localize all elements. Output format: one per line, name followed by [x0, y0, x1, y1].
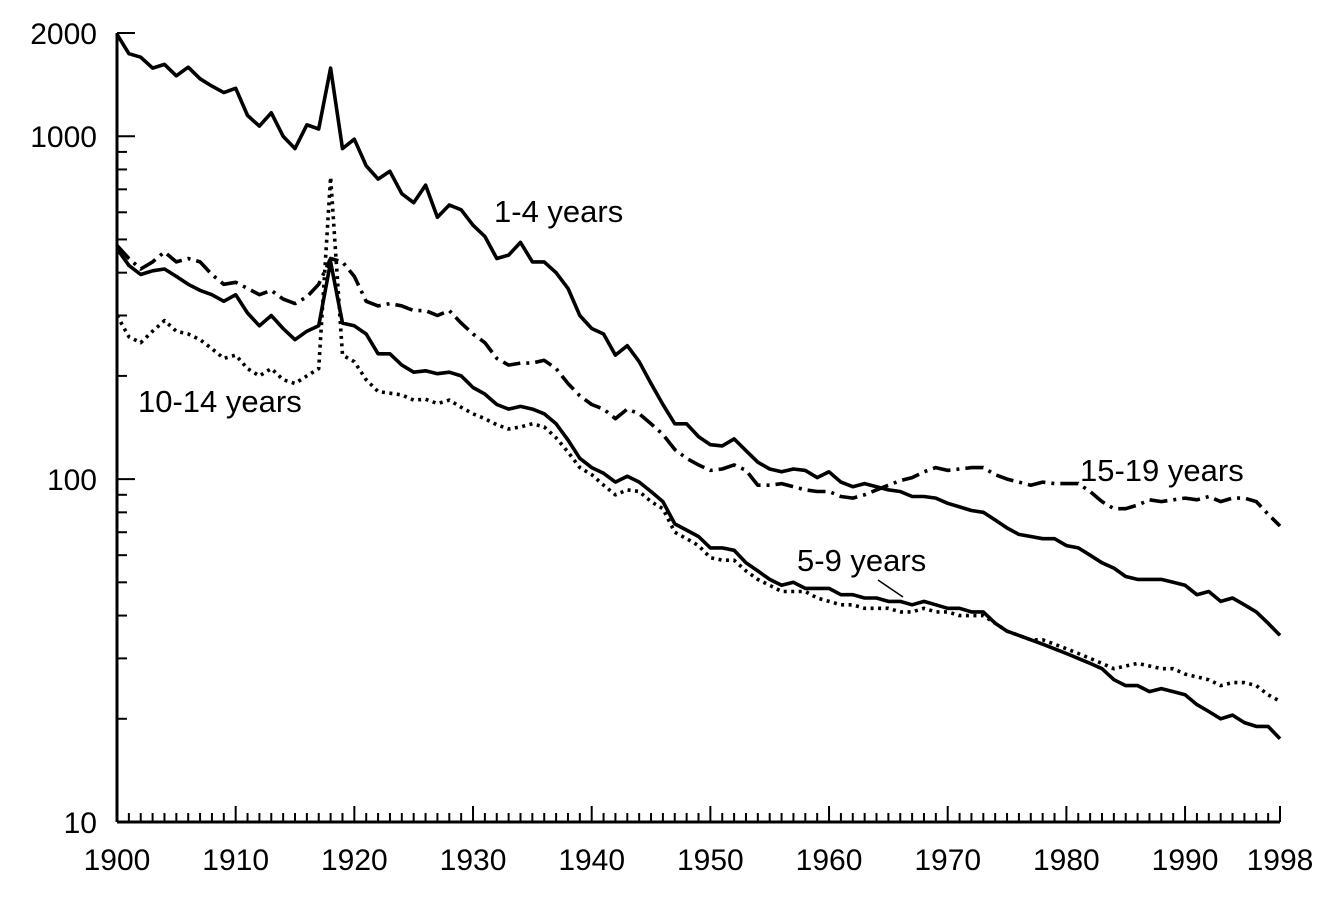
series-line-15-19-years	[115, 244, 1282, 528]
annotation-leader-5-9-years	[877, 579, 904, 598]
series-label-10-14-years: 10-14 years	[138, 384, 302, 419]
y-tick-label: 10	[64, 807, 97, 840]
x-tick-label: 1980	[1033, 844, 1100, 877]
ticks-layer	[116, 32, 1281, 823]
series-layer	[115, 33, 1282, 740]
x-tick-label: 1910	[202, 844, 269, 877]
x-tick-label: 1960	[796, 844, 863, 877]
x-tick-label: 1940	[558, 844, 625, 877]
axes-layer	[115, 33, 1280, 824]
series-label-15-19-years: 15-19 years	[1080, 453, 1244, 488]
labels-layer: 1900 1910 1920 1930 1940 1950 1960 1970 1980 1990…	[30, 18, 1313, 877]
y-tick-label: 2000	[30, 18, 97, 51]
x-tick-label: 1990	[1152, 844, 1219, 877]
x-tick-label: 1970	[914, 844, 981, 877]
x-tick-label: 1920	[321, 844, 388, 877]
annotation-layer: 1-4 years 5-9 years 10-14 years 15-19 years	[138, 194, 1244, 598]
series-line-1-4-years	[115, 33, 1282, 637]
y-tick-label: 1000	[30, 121, 97, 154]
x-tick-label: 1998	[1247, 844, 1314, 877]
series-label-5-9-years: 5-9 years	[797, 543, 926, 578]
series-line-5-9-years	[115, 247, 1282, 740]
x-tick-label: 1950	[677, 844, 744, 877]
y-tick-label: 100	[47, 464, 97, 497]
series-line-10-14-years	[115, 175, 1281, 703]
x-tick-label: 1930	[440, 844, 507, 877]
x-tick-label: 1900	[84, 844, 151, 877]
series-label-1-4-years: 1-4 years	[494, 194, 623, 229]
